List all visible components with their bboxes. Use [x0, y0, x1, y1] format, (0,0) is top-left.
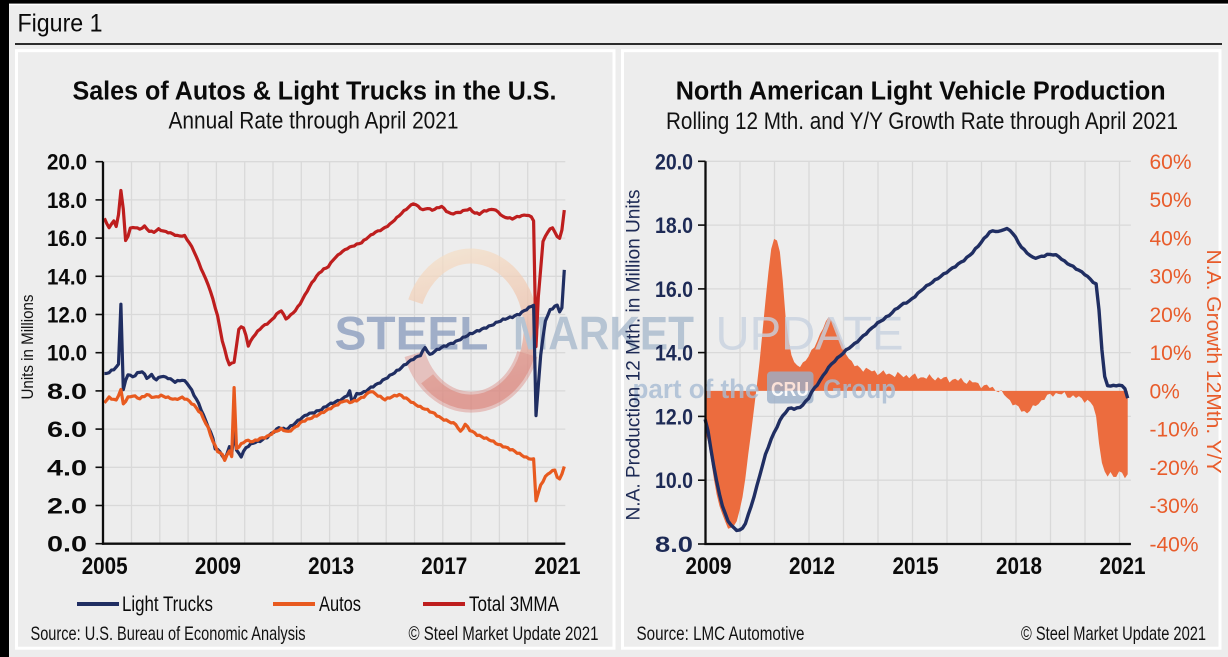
svg-text:2021: 2021: [535, 553, 581, 580]
svg-text:Annual Rate through April 2021: Annual Rate through April 2021: [169, 108, 459, 135]
svg-text:40%: 40%: [1150, 227, 1192, 250]
svg-text:-30%: -30%: [1150, 495, 1199, 518]
svg-text:20.0: 20.0: [47, 150, 87, 175]
svg-text:Figure 1: Figure 1: [18, 10, 103, 38]
svg-text:6.0: 6.0: [47, 417, 87, 442]
svg-text:50%: 50%: [1150, 189, 1192, 212]
svg-text:Autos: Autos: [319, 593, 361, 616]
svg-text:4.0: 4.0: [47, 455, 87, 480]
svg-text:12.0: 12.0: [47, 303, 87, 328]
svg-text:-10%: -10%: [1150, 419, 1199, 442]
svg-text:Group: Group: [823, 374, 896, 404]
svg-text:2021: 2021: [1100, 553, 1146, 580]
svg-text:14.0: 14.0: [47, 264, 87, 289]
svg-text:30%: 30%: [1150, 266, 1192, 289]
svg-text:STEEL: STEEL: [335, 308, 489, 361]
svg-text:20%: 20%: [1150, 304, 1192, 327]
svg-text:16.0: 16.0: [655, 277, 693, 302]
svg-text:2005: 2005: [82, 553, 128, 580]
svg-text:CRU: CRU: [771, 379, 809, 401]
svg-text:60%: 60%: [1150, 151, 1192, 174]
svg-text:2.0: 2.0: [47, 494, 87, 519]
svg-text:18.0: 18.0: [655, 213, 693, 238]
svg-text:8.0: 8.0: [655, 532, 693, 557]
svg-text:Source: U.S. Bureau of Economi: Source: U.S. Bureau of Economic Analysis: [31, 623, 306, 645]
svg-text:-20%: -20%: [1150, 457, 1199, 480]
svg-text:10.0: 10.0: [655, 468, 693, 493]
svg-text:0.0: 0.0: [47, 532, 87, 557]
svg-text:Light Trucks: Light Trucks: [122, 593, 213, 616]
svg-text:2015: 2015: [893, 553, 939, 580]
svg-text:N.A. Production 12 Mth. in Mil: N.A. Production 12 Mth. in Million Units: [624, 190, 645, 521]
svg-text:16.0: 16.0: [47, 226, 87, 251]
svg-text:UPDATE: UPDATE: [716, 308, 904, 361]
svg-text:2013: 2013: [308, 553, 354, 580]
svg-text:0%: 0%: [1150, 380, 1180, 403]
svg-text:10%: 10%: [1150, 342, 1192, 365]
svg-text:2018: 2018: [996, 553, 1042, 580]
svg-text:-40%: -40%: [1150, 534, 1199, 557]
svg-text:N.A. Growth 12Mth. Y/Y: N.A. Growth 12Mth. Y/Y: [1202, 250, 1225, 474]
svg-text:12.0: 12.0: [655, 404, 693, 429]
svg-text:Units in Millions: Units in Millions: [18, 295, 37, 400]
svg-text:Sales of Autos & Light Trucks: Sales of Autos & Light Trucks in the U.S…: [73, 78, 557, 106]
svg-text:North American Light Vehicle P: North American Light Vehicle Production: [676, 78, 1166, 106]
svg-text:2009: 2009: [686, 553, 732, 580]
svg-text:14.0: 14.0: [655, 341, 693, 366]
svg-text:20.0: 20.0: [655, 149, 693, 174]
svg-text:2012: 2012: [789, 553, 835, 580]
svg-text:Rolling 12 Mth. and Y/Y Growth: Rolling 12 Mth. and Y/Y Growth Rate thro…: [666, 108, 1178, 135]
svg-text:8.0: 8.0: [47, 379, 87, 404]
svg-text:10.0: 10.0: [47, 341, 87, 366]
svg-text:2009: 2009: [195, 553, 241, 580]
svg-text:2017: 2017: [421, 553, 467, 580]
svg-text:part of the: part of the: [633, 374, 760, 404]
svg-text:Total 3MMA: Total 3MMA: [469, 593, 559, 616]
svg-text:© Steel Market Update 2021: © Steel Market Update 2021: [1021, 623, 1206, 645]
svg-text:18.0: 18.0: [47, 188, 87, 213]
svg-text:© Steel Market Update 2021: © Steel Market Update 2021: [409, 623, 599, 645]
svg-text:Source: LMC Automotive: Source: LMC Automotive: [637, 623, 805, 645]
